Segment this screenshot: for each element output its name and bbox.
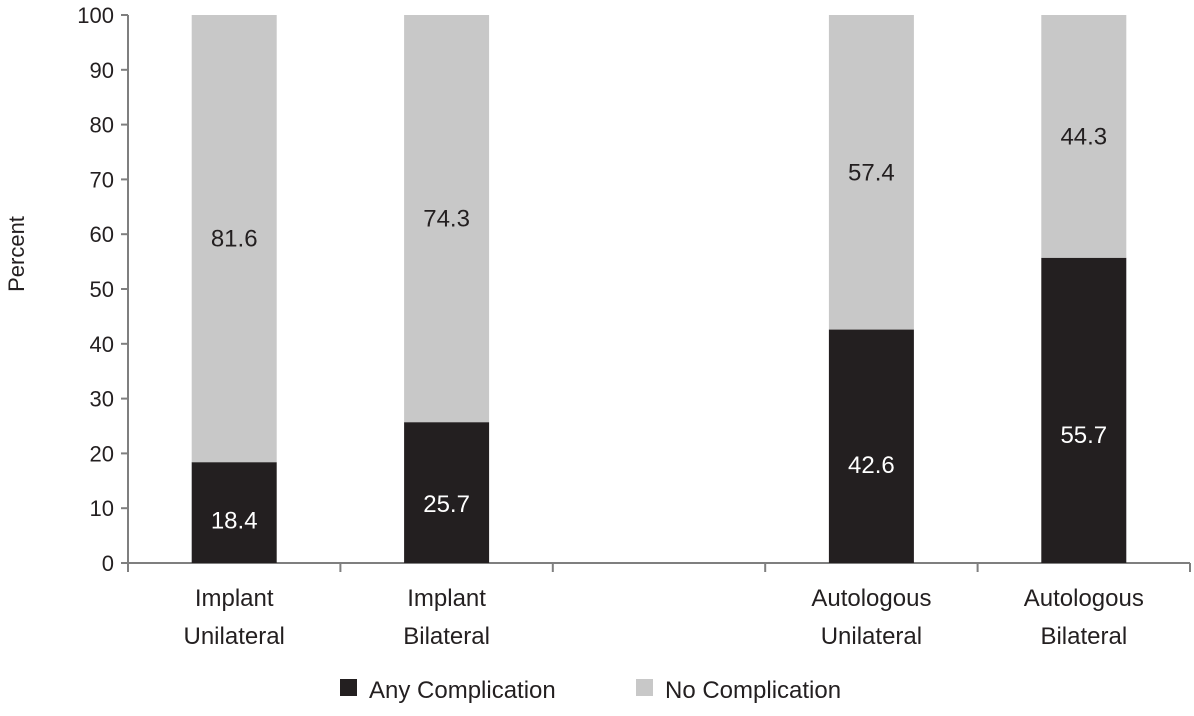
y-tick-label: 80 (90, 113, 114, 138)
legend-label: No Complication (665, 677, 841, 704)
y-tick-label: 100 (77, 3, 114, 28)
y-tick-label: 50 (90, 277, 114, 302)
legend-label: Any Complication (369, 677, 556, 704)
y-tick-label: 40 (90, 332, 114, 357)
legend-swatch (340, 679, 357, 696)
x-category-label: Bilateral (1040, 623, 1127, 650)
y-axis: 0 10 20 30 40 50 60 70 80 90 100 (77, 3, 129, 576)
bar-any-complication (404, 422, 490, 563)
x-category-label: Unilateral (184, 623, 285, 650)
data-label: 57.4 (848, 159, 895, 186)
bars (191, 15, 1127, 563)
data-label: 42.6 (848, 452, 895, 479)
bar-no-complication (828, 15, 914, 330)
y-tick-label: 30 (90, 387, 114, 412)
data-labels: 18.4 81.6 25.7 74.3 42.6 57.4 55.7 44.3 (211, 123, 1107, 534)
data-label: 74.3 (423, 206, 470, 233)
legend-swatch (636, 679, 653, 696)
bar-no-complication (404, 15, 490, 423)
y-tick-label: 60 (90, 222, 114, 247)
data-label: 18.4 (211, 508, 258, 535)
y-tick-label: 0 (102, 551, 114, 576)
x-category-label: Implant (407, 585, 486, 612)
x-category-label: Unilateral (821, 623, 922, 650)
data-label: 55.7 (1060, 422, 1107, 449)
data-label: 81.6 (211, 226, 258, 253)
y-tick-label: 20 (90, 441, 114, 466)
y-tick-label: 90 (90, 58, 114, 83)
y-tick-label: 10 (90, 496, 114, 521)
bar-any-complication (1041, 257, 1127, 563)
x-category-label: Autologous (1024, 585, 1144, 612)
y-axis-label: Percent (4, 216, 29, 292)
x-category-label: Autologous (811, 585, 931, 612)
bar-any-complication (828, 329, 914, 563)
x-axis: Implant Unilateral Implant Bilateral Autolog… (127, 562, 1191, 650)
x-category-label: Bilateral (403, 623, 490, 650)
x-category-label: Implant (195, 585, 274, 612)
data-label: 44.3 (1060, 123, 1107, 150)
bar-no-complication (1041, 15, 1127, 258)
bar-any-complication (191, 462, 277, 563)
bar-no-complication (191, 15, 277, 463)
data-label: 25.7 (423, 491, 470, 518)
legend: Any Complication No Complication (340, 677, 841, 704)
y-tick-label: 70 (90, 167, 114, 192)
